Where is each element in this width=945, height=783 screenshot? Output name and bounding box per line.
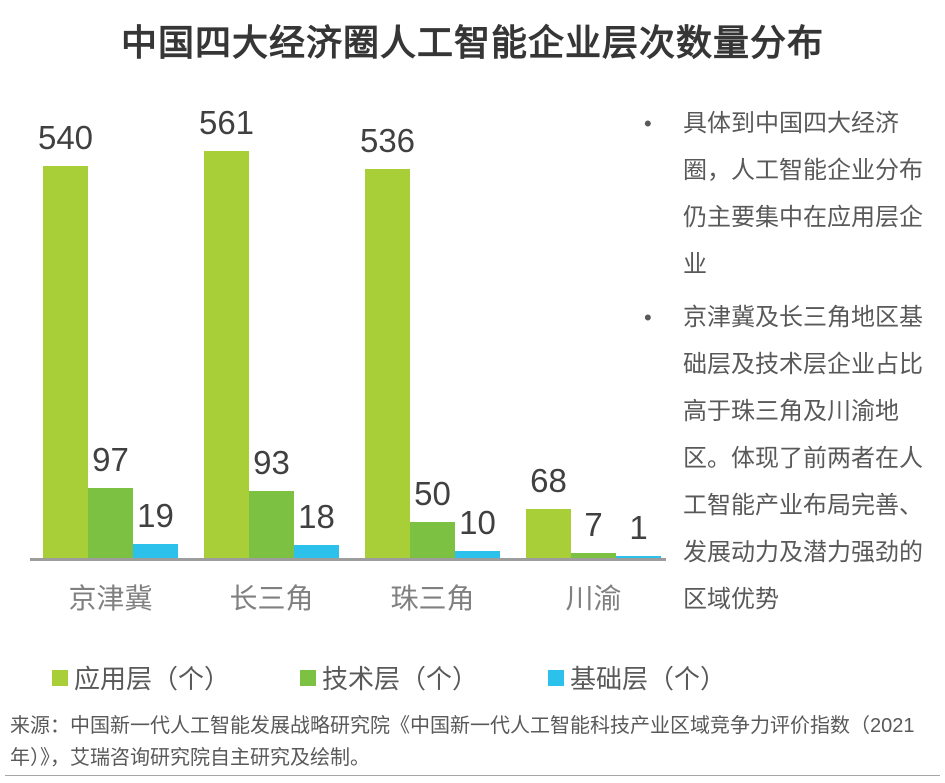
legend-label: 基础层（个） [570, 664, 727, 694]
category-label: 京津冀 [68, 583, 153, 614]
bar [249, 491, 294, 558]
bar [571, 553, 616, 558]
bar [88, 488, 133, 558]
bar [455, 551, 500, 558]
category-label: 长三角 [229, 583, 314, 614]
legend-label: 应用层（个） [74, 664, 231, 694]
plot-area: 540 97 19 561 93 18 536 50 10 68 7 1 [30, 98, 666, 561]
bar-slot: 19 [133, 499, 178, 558]
x-axis-labels: 京津冀 长三角 珠三角 川渝 [30, 577, 666, 617]
insights-panel: 具体到中国四大经济圈，人工智能企业分布仍主要集中在应用层企业 京津冀及长三角地区… [638, 100, 940, 629]
bar-value-label: 19 [137, 497, 174, 534]
source-note: 来源：中国新一代人工智能发展战略研究院《中国新一代人工智能科技产业区域竞争力评价… [10, 715, 915, 769]
insight-bullet: 京津冀及长三角地区基础层及技术层企业占比高于珠三角及川渝地区。体现了前两者在人工… [638, 294, 940, 623]
bar-chart: 540 97 19 561 93 18 536 50 10 68 7 1 京津冀 长三角 珠三角 川渝 应用… [30, 98, 726, 696]
insights-list: 具体到中国四大经济圈，人工智能企业分布仍主要集中在应用层企业 京津冀及长三角地区… [638, 100, 940, 623]
bar-slot: 561 [199, 106, 254, 558]
bar-slot: 97 [88, 443, 133, 558]
bar-value-label: 93 [253, 444, 290, 481]
legend-swatch [548, 669, 565, 686]
bar-group: 68 7 1 [526, 464, 661, 558]
bar-value-label: 540 [37, 119, 94, 156]
bar [526, 509, 571, 558]
bar-slot: 50 [410, 477, 455, 558]
bar-group: 536 50 10 [360, 124, 500, 558]
bar-value-label: 10 [459, 504, 496, 541]
bar-slot: 536 [360, 124, 415, 558]
legend-label: 技术层（个） [322, 664, 479, 694]
bar-value-label: 7 [584, 506, 603, 543]
bar-value-label: 97 [92, 441, 129, 478]
legend-item: 基础层（个） [548, 659, 726, 696]
bar [43, 166, 88, 558]
bar [204, 151, 249, 558]
category-label: 珠三角 [390, 583, 475, 614]
bar [133, 544, 178, 558]
bar-value-label: 18 [298, 498, 335, 535]
legend-swatch [300, 669, 317, 686]
bar-slot: 18 [294, 500, 339, 558]
bar [365, 169, 410, 558]
bar-value-label: 536 [359, 122, 416, 159]
chart-legend: 应用层（个） 技术层（个） 基础层（个） [52, 659, 726, 696]
bar-group: 540 97 19 [38, 121, 178, 558]
bottom-divider [5, 775, 940, 776]
bar-value-label: 561 [198, 104, 255, 141]
category-label: 川渝 [565, 583, 622, 614]
bar-slot: 68 [526, 464, 571, 558]
legend-swatch [52, 669, 68, 686]
legend-item: 应用层（个） [52, 659, 230, 696]
bar-slot: 540 [38, 121, 93, 558]
bar [410, 522, 455, 558]
legend-item: 技术层（个） [300, 659, 478, 696]
bar-group: 561 93 18 [199, 106, 339, 558]
bar-slot: 7 [571, 508, 616, 558]
insight-bullet: 具体到中国四大经济圈，人工智能企业分布仍主要集中在应用层企业 [638, 100, 940, 288]
bar-slot: 10 [455, 506, 500, 558]
bar [294, 545, 339, 558]
bar-slot: 93 [249, 446, 294, 558]
page-title: 中国四大经济圈人工智能企业层次数量分布 [120, 22, 824, 63]
bar-value-label: 68 [530, 462, 567, 499]
bar-value-label: 50 [414, 475, 451, 512]
